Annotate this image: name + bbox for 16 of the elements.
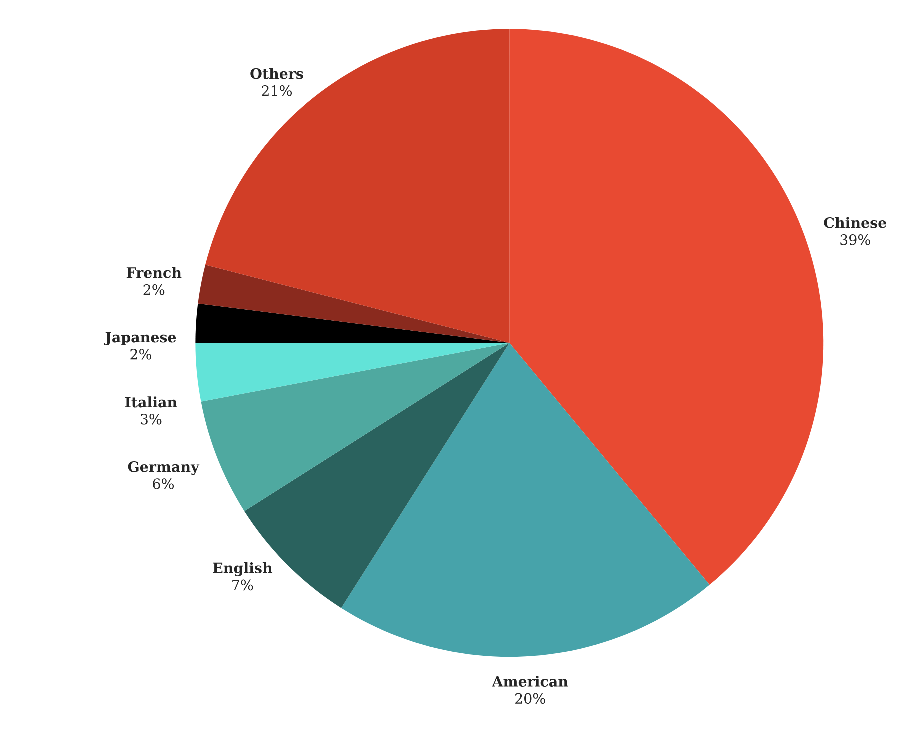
slice-label: Germany xyxy=(128,461,200,476)
slice-label: Japanese xyxy=(104,332,176,346)
data-label: 2% xyxy=(144,284,165,296)
slice-label: English xyxy=(213,562,273,576)
slice-label: Chinese xyxy=(824,217,887,228)
data-label: 21% xyxy=(262,85,292,96)
data-label: 3% xyxy=(140,414,162,425)
data-label: 39% xyxy=(840,234,870,246)
slice-label: Others xyxy=(250,68,304,80)
data-label: 20% xyxy=(516,693,546,704)
data-label: 7% xyxy=(232,580,254,591)
slice-label: American xyxy=(492,676,568,687)
data-label: 6% xyxy=(153,478,174,490)
slice-label: Italian xyxy=(125,396,178,408)
data-label: 2% xyxy=(130,348,152,360)
slice-label: French xyxy=(126,267,182,278)
